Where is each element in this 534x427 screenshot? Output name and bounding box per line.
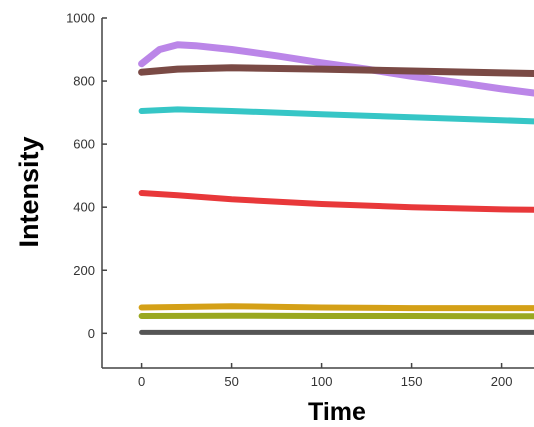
y-tick-label: 800 [73,74,95,89]
series-line-6 [138,312,534,320]
x-tick-label: 50 [224,374,238,389]
y-tick-label: 0 [88,326,95,341]
series-line-4 [138,190,534,213]
series-line-2 [138,64,534,77]
y-tick-label: 1000 [66,11,95,26]
x-tick-label: 0 [138,374,145,389]
ticks-layer: 0 200 400 600 800 1000 0 50 100 150 200 [66,11,512,390]
series-layer [138,41,534,335]
y-axis-title: Intensity [14,136,44,247]
x-tick-label: 100 [311,374,333,389]
y-tick-label: 400 [73,200,95,215]
y-tick-label: 600 [73,137,95,152]
series-line-5 [138,303,534,312]
x-tick-label: 150 [401,374,423,389]
series-line-1 [138,41,534,97]
x-axis-title: Time [308,398,366,426]
y-tick-label: 200 [73,263,95,278]
x-tick-label: 200 [491,374,513,389]
series-line-3 [138,106,534,125]
